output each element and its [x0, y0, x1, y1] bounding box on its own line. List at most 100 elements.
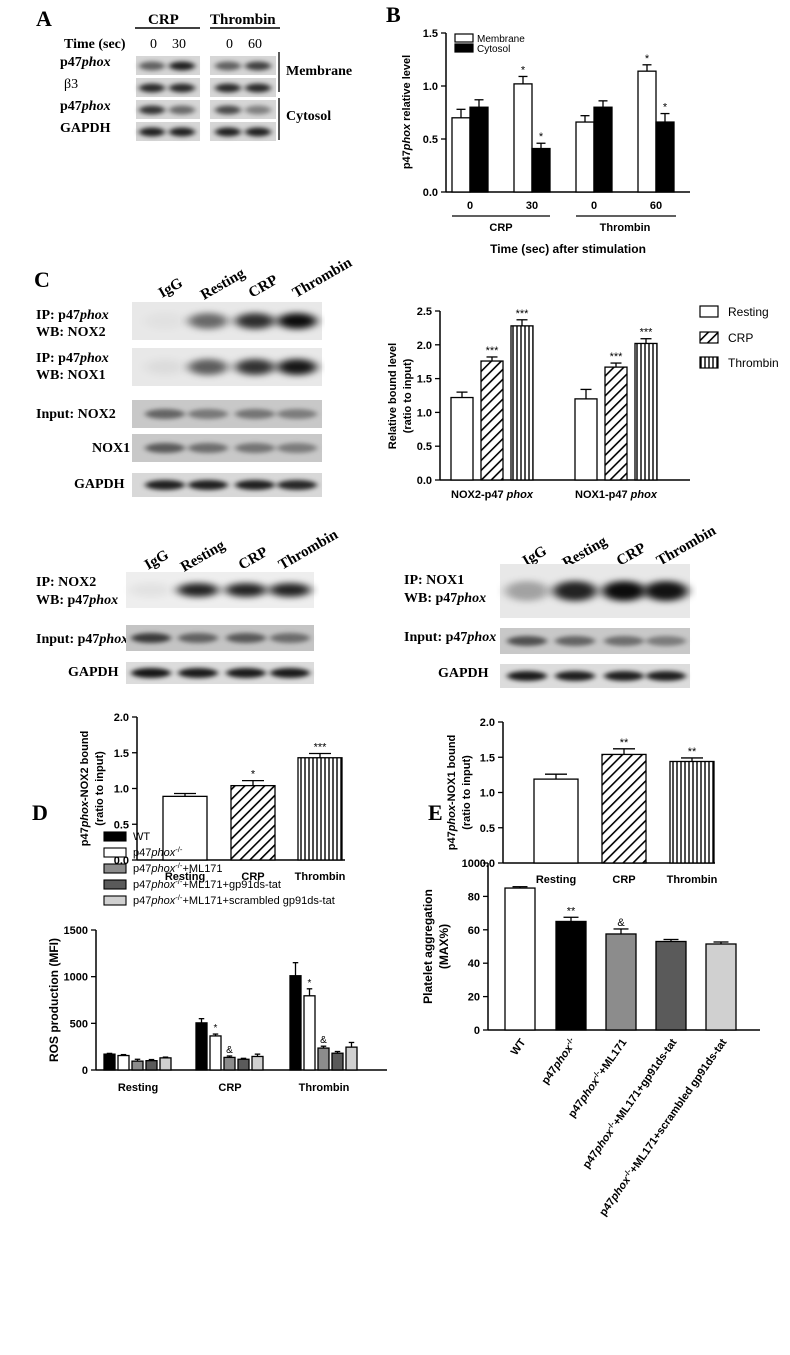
label-part: NOX1-p47: [575, 489, 631, 501]
y-tick-label: 0.0: [423, 187, 438, 199]
y-axis-label: p47phox-NOX1 bound: [446, 735, 458, 851]
label-part: phox: [506, 489, 534, 501]
blot-band: [139, 127, 165, 137]
bar: [655, 121, 675, 193]
label-part: -/-: [175, 877, 183, 886]
legend-swatch: [454, 43, 474, 53]
label-part: -/-: [605, 1119, 617, 1130]
blot-band: [169, 127, 195, 137]
label-part: p47: [133, 863, 151, 875]
c1-row5-gapdh: GAPDH: [74, 477, 125, 492]
legend-swatch: [699, 356, 719, 369]
blot-band: [215, 61, 241, 71]
y-tick-label: 1.5: [423, 28, 438, 40]
significance-mark: **: [688, 746, 697, 758]
bar: [289, 975, 302, 1071]
label-part: phox: [576, 1075, 602, 1105]
blot-band: [188, 359, 228, 375]
y-axis-label-part: p47: [79, 827, 91, 846]
c3-gapdh-label: GAPDH: [438, 666, 489, 681]
y-axis-label: p47phox relative level: [401, 55, 413, 169]
x-tick-label: Thrombin: [295, 871, 346, 883]
c2-lane-crp: CRP: [236, 544, 271, 573]
x-tick-label: NOX2-p47 phox: [451, 489, 534, 501]
blot-band: [169, 83, 195, 93]
y-axis-label-part: Platelet aggregation: [421, 889, 435, 1004]
legend-swatch: [454, 33, 474, 43]
y-axis-label-part: (MAX%): [437, 924, 451, 969]
legend-swatch: [103, 847, 127, 858]
label-part: phox: [591, 1126, 617, 1156]
label-part: -/-: [175, 845, 183, 854]
label-part: phox: [150, 895, 175, 907]
legend-label: WT: [133, 831, 150, 843]
bar: [117, 1054, 130, 1071]
y-tick-label: 1.0: [480, 788, 495, 800]
y-axis-label-part: phox: [446, 804, 458, 832]
significance-mark: ***: [314, 741, 328, 753]
significance-mark: ***: [516, 308, 530, 320]
x-tick-label: 0: [591, 200, 597, 212]
bar: [303, 995, 316, 1071]
label-part: p47: [133, 879, 151, 891]
label-part: phox: [550, 1042, 576, 1072]
significance-mark: *: [308, 978, 312, 989]
blot-band: [646, 671, 686, 681]
c3-wb-label: WB: p47phox: [404, 591, 486, 606]
y-tick-label: 0.5: [423, 134, 438, 146]
y-axis-label: Relative bound level: [387, 343, 399, 449]
y-axis-label-part: -NOX2 bound: [79, 731, 91, 801]
significance-mark: ***: [610, 351, 624, 363]
legend-label: p47phox-/-: [133, 845, 183, 860]
y-axis-label-part: Relative bound level: [387, 343, 399, 449]
y-tick-label: 1.5: [417, 374, 432, 386]
group-label: CRP: [489, 222, 512, 234]
x-tick-label: Resting: [165, 871, 205, 883]
blot-band: [555, 671, 595, 681]
significance-mark: &: [226, 1045, 233, 1056]
row-label-gapdh: GAPDH: [60, 121, 111, 136]
bar: [450, 396, 474, 481]
y-tick-label: 80: [468, 891, 480, 903]
blot-band: [169, 105, 195, 115]
x-axis-label: Time (sec) after stimulation: [490, 242, 646, 256]
y-tick-label: 1.5: [480, 752, 495, 764]
blot-band: [644, 581, 688, 601]
y-axis-label-part: phox: [401, 123, 413, 151]
group-label: Thrombin: [600, 222, 651, 234]
y-tick-label: 2.5: [417, 306, 432, 318]
label-part: phox: [150, 879, 175, 891]
time-thrombin-0: 0: [226, 37, 233, 52]
blot-strip: [126, 662, 314, 684]
c2-gapdh-label: GAPDH: [68, 665, 119, 680]
bar: [297, 757, 343, 861]
significance-mark: *: [645, 53, 650, 65]
group-label-thrombin: Thrombin: [210, 12, 276, 28]
panel-letter-c: C: [34, 267, 50, 292]
blot-band: [245, 127, 271, 137]
c2-lane-resting: Resting: [178, 537, 228, 575]
time-crp-0: 0: [150, 37, 157, 52]
label-part: +ML171: [596, 1037, 629, 1077]
c2-lane-thrombin: Thrombin: [276, 526, 341, 573]
legend-label: Membrane: [477, 34, 525, 45]
blot-band: [188, 313, 228, 329]
blot-a-strips: [136, 56, 276, 141]
blot-band: [604, 671, 644, 681]
y-axis-label: (ratio to input): [461, 755, 473, 830]
chart-b: 0.0 0.5 1.0 1.5 0 * * 30 0 * * 60 CRP Thrombin Time (s…: [401, 28, 690, 256]
bar: [237, 1058, 250, 1071]
blot-band: [277, 480, 317, 490]
label-part: +ML171+scrambled gp91ds-tat: [182, 895, 334, 907]
row-label-p47phox-membrane: p47phox: [60, 55, 111, 70]
c1-row2-wb: WB: NOX1: [36, 368, 106, 383]
label-part: -/-: [590, 1068, 602, 1079]
bar: [593, 106, 613, 193]
c1-row4-nox1: NOX1: [92, 441, 130, 456]
blot-band: [215, 105, 241, 115]
lane-label-igg: IgG: [156, 275, 186, 302]
label-part: -/-: [175, 861, 183, 870]
y-tick-label: 500: [70, 1018, 88, 1030]
bar: [669, 760, 715, 864]
